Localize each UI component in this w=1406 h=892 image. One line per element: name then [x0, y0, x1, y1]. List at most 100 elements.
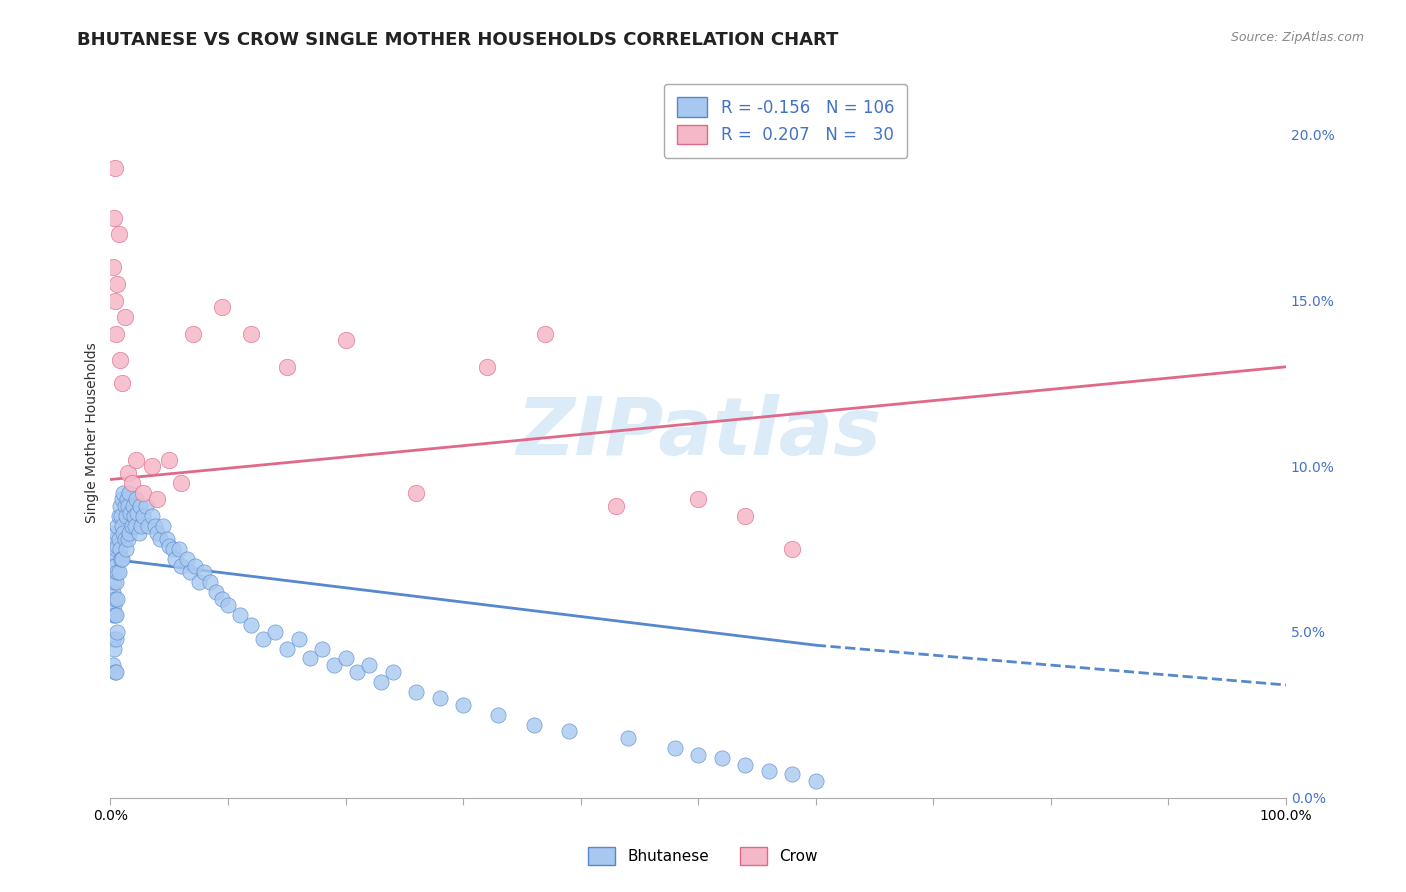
Point [120, 506, 142, 520]
Point [211, 300, 233, 314]
Point [105, 326, 128, 341]
Point [104, 591, 127, 606]
Point [141, 459, 163, 474]
Point [179, 566, 201, 580]
Point [110, 552, 132, 566]
Point [534, 326, 557, 341]
Point [121, 499, 143, 513]
Point [105, 525, 128, 540]
Point [125, 492, 148, 507]
Point [108, 353, 131, 368]
Point [101, 632, 124, 646]
Point [146, 525, 169, 540]
Point [114, 532, 136, 546]
Y-axis label: Single Mother Households: Single Mother Households [86, 343, 100, 524]
Point [132, 485, 155, 500]
Point [105, 665, 128, 679]
Point [734, 508, 756, 523]
Point [149, 532, 172, 546]
Point [311, 641, 333, 656]
Point [357, 658, 380, 673]
Point [121, 519, 143, 533]
Point [710, 751, 733, 765]
Point [118, 485, 141, 500]
Point [157, 452, 180, 467]
Point [105, 542, 128, 557]
Point [121, 475, 143, 490]
Point [128, 499, 150, 513]
Point [115, 492, 138, 507]
Point [181, 326, 204, 341]
Text: ZIPatlas: ZIPatlas [516, 394, 880, 472]
Point [176, 552, 198, 566]
Point [135, 499, 157, 513]
Point [105, 632, 128, 646]
Point [104, 293, 127, 308]
Point [104, 608, 127, 623]
Point [117, 499, 139, 513]
Point [114, 508, 136, 523]
Point [688, 492, 710, 507]
Point [141, 508, 163, 523]
Point [229, 608, 252, 623]
Point [111, 492, 134, 507]
Point [146, 492, 169, 507]
Point [240, 618, 263, 632]
Point [167, 542, 190, 557]
Point [127, 506, 149, 520]
Point [103, 641, 125, 656]
Point [200, 575, 222, 590]
Point [122, 508, 145, 523]
Point [370, 674, 392, 689]
Point [105, 608, 128, 623]
Point [103, 599, 125, 613]
Point [322, 658, 344, 673]
Point [112, 485, 135, 500]
Point [104, 161, 127, 175]
Point [184, 558, 207, 573]
Point [108, 499, 131, 513]
Point [780, 542, 803, 557]
Point [664, 741, 686, 756]
Point [170, 558, 193, 573]
Point [107, 591, 129, 606]
Point [111, 552, 134, 566]
Point [346, 665, 368, 679]
Point [104, 665, 127, 679]
Point [335, 651, 357, 665]
Point [112, 525, 135, 540]
Point [276, 641, 298, 656]
Point [107, 277, 129, 291]
Point [264, 624, 287, 639]
Text: Source: ZipAtlas.com: Source: ZipAtlas.com [1230, 31, 1364, 45]
Point [734, 757, 756, 772]
Point [101, 260, 124, 275]
Point [110, 508, 132, 523]
Point [523, 718, 546, 732]
Legend: R = -0.156   N = 106, R =  0.207   N =   30: R = -0.156 N = 106, R = 0.207 N = 30 [664, 84, 907, 158]
Point [405, 485, 427, 500]
Point [107, 508, 129, 523]
Point [299, 651, 322, 665]
Point [103, 552, 125, 566]
Point [143, 519, 166, 533]
Point [117, 466, 139, 480]
Point [101, 608, 124, 623]
Point [240, 326, 263, 341]
Point [103, 575, 125, 590]
Point [111, 519, 134, 533]
Point [103, 211, 125, 225]
Point [107, 539, 129, 553]
Point [211, 591, 233, 606]
Legend: Bhutanese, Crow: Bhutanese, Crow [582, 841, 824, 871]
Point [287, 632, 309, 646]
Point [129, 519, 152, 533]
Point [114, 542, 136, 557]
Point [335, 333, 357, 347]
Point [107, 227, 129, 242]
Text: BHUTANESE VS CROW SINGLE MOTHER HOUSEHOLDS CORRELATION CHART: BHUTANESE VS CROW SINGLE MOTHER HOUSEHOL… [77, 31, 839, 49]
Point [156, 532, 179, 546]
Point [105, 575, 128, 590]
Point [165, 552, 187, 566]
Point [107, 566, 129, 580]
